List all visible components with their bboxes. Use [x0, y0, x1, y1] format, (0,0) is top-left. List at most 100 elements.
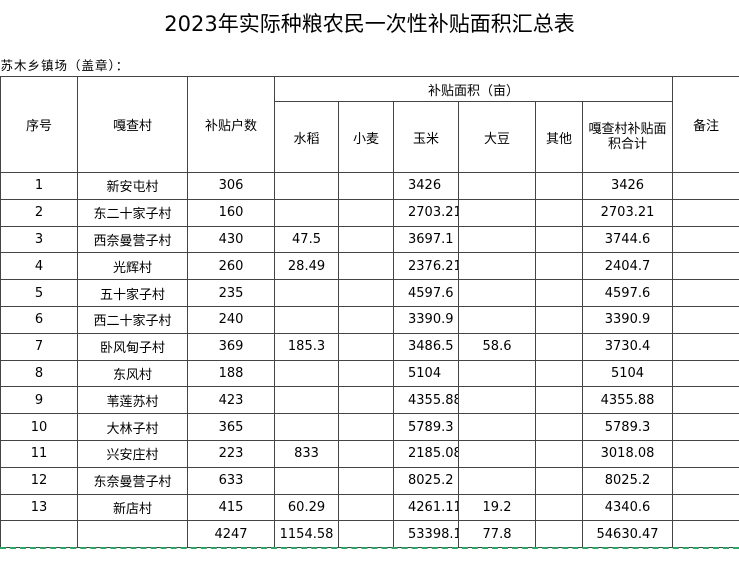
row-soybean [458, 279, 537, 307]
table-row: 12 东奈曼营子村 633 8025.2 8025.2 [0, 466, 739, 495]
row-other [535, 225, 584, 254]
row-remarks [672, 279, 739, 307]
row-rice [274, 279, 340, 307]
unit-label: 苏木乡镇场（盖章）： [0, 53, 188, 77]
row-soybean [458, 439, 537, 468]
row-households: 235 [187, 279, 276, 307]
table-row: 8 东风村 188 5104 5104 [0, 359, 739, 388]
row-rice [274, 359, 340, 388]
header-households: 补贴户数 [187, 76, 276, 173]
totals-label-cell [0, 520, 78, 549]
row-wheat [338, 305, 395, 334]
row-village: 大林子村 [76, 413, 189, 441]
table-row: 7 卧风甸子村 369 185.3 3486.5 58.6 3730.4 [0, 332, 739, 361]
header-seq: 序号 [0, 76, 78, 173]
row-rice [274, 466, 340, 495]
row-remarks [672, 225, 739, 254]
row-rice: 60.29 [274, 493, 340, 522]
row-village: 兴安庄村 [76, 439, 189, 468]
row-wheat [338, 466, 395, 495]
row-households: 415 [187, 493, 276, 522]
header-village: 嘎查村 [76, 76, 189, 173]
table-row: 6 西二十家子村 240 3390.9 3390.9 [0, 305, 739, 334]
row-seq: 2 [0, 198, 78, 227]
row-total: 4355.88 [582, 386, 674, 415]
total-corn: 53398.1 [393, 520, 460, 549]
row-total: 8025.2 [582, 466, 674, 495]
row-soybean: 58.6 [458, 332, 537, 361]
row-households: 365 [187, 413, 276, 441]
row-wheat [338, 279, 395, 307]
row-wheat [338, 359, 395, 388]
row-seq: 11 [0, 439, 78, 468]
row-households: 160 [187, 198, 276, 227]
total-rice: 1154.58 [274, 520, 340, 549]
row-remarks [672, 413, 739, 441]
row-corn: 4597.6 [393, 279, 460, 307]
row-other [535, 439, 584, 468]
row-households: 188 [187, 359, 276, 388]
row-households: 260 [187, 252, 276, 281]
row-soybean [458, 225, 537, 254]
row-rice [274, 198, 340, 227]
row-corn: 2703.21 [393, 198, 460, 227]
row-corn: 3486.5 [393, 332, 460, 361]
row-soybean [458, 386, 537, 415]
row-village: 光辉村 [76, 252, 189, 281]
row-village: 新店村 [76, 493, 189, 522]
row-rice [274, 413, 340, 441]
row-soybean [458, 359, 537, 388]
row-corn: 5789.3 [393, 413, 460, 441]
table-row: 9 苇莲苏村 423 4355.88 4355.88 [0, 386, 739, 415]
totals-village-cell [76, 520, 189, 549]
row-wheat [338, 198, 395, 227]
row-households: 240 [187, 305, 276, 334]
row-seq: 12 [0, 466, 78, 495]
row-remarks [672, 172, 739, 200]
row-village: 东二十家子村 [76, 198, 189, 227]
row-remarks [672, 332, 739, 361]
row-other [535, 252, 584, 281]
row-corn: 3697.1 [393, 225, 460, 254]
row-village: 西奈曼营子村 [76, 225, 189, 254]
row-remarks [672, 305, 739, 334]
row-rice [274, 386, 340, 415]
row-village: 五十家子村 [76, 279, 189, 307]
row-total: 3730.4 [582, 332, 674, 361]
row-households: 633 [187, 466, 276, 495]
header-corn: 玉米 [393, 101, 460, 173]
row-wheat [338, 439, 395, 468]
header-soybean: 大豆 [458, 101, 537, 173]
row-village: 苇莲苏村 [76, 386, 189, 415]
row-remarks [672, 198, 739, 227]
row-wheat [338, 252, 395, 281]
table-row: 1 新安屯村 306 3426 3426 [0, 172, 739, 200]
table-row: 4 光辉村 260 28.49 2376.21 2404.7 [0, 252, 739, 281]
row-total: 2404.7 [582, 252, 674, 281]
row-seq: 5 [0, 279, 78, 307]
row-wheat [338, 172, 395, 200]
row-households: 369 [187, 332, 276, 361]
row-seq: 13 [0, 493, 78, 522]
row-corn: 3426 [393, 172, 460, 200]
row-households: 223 [187, 439, 276, 468]
row-remarks [672, 439, 739, 468]
row-soybean [458, 252, 537, 281]
row-wheat [338, 413, 395, 441]
row-corn: 2376.21 [393, 252, 460, 281]
total-soybean: 77.8 [458, 520, 537, 549]
row-rice [274, 172, 340, 200]
row-other [535, 172, 584, 200]
row-soybean [458, 198, 537, 227]
table-row: 10 大林子村 365 5789.3 5789.3 [0, 413, 739, 441]
row-households: 423 [187, 386, 276, 415]
header-wheat: 小麦 [338, 101, 395, 173]
header-other: 其他 [535, 101, 584, 173]
table-row: 2 东二十家子村 160 2703.21 2703.21 [0, 198, 739, 227]
table-row: 3 西奈曼营子村 430 47.5 3697.1 3744.6 [0, 225, 739, 254]
row-wheat [338, 332, 395, 361]
total-other [535, 520, 584, 549]
total-wheat [338, 520, 395, 549]
table-body: 1 新安屯村 306 3426 3426 2 东二十家子村 160 2703.21 2703.21… [0, 172, 739, 522]
header-village-total: 嘎查村补贴面积合计 [582, 101, 674, 173]
